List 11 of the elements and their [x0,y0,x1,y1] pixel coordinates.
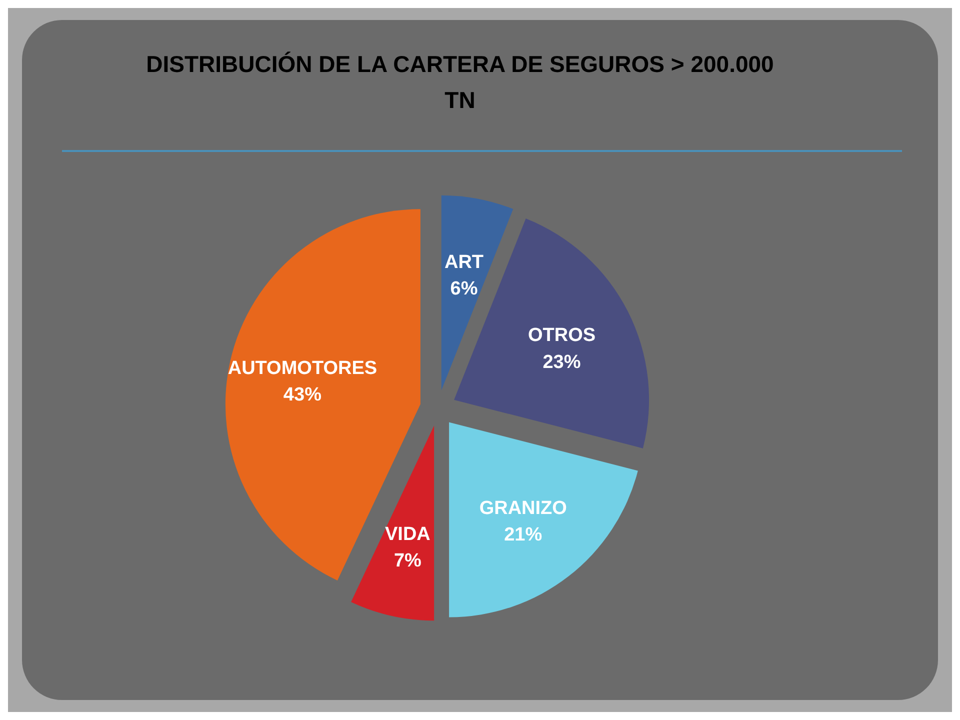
slice-label: AUTOMOTORES [228,358,378,379]
chart-title: DISTRIBUCIÓN DE LA CARTERA DE SEGUROS > 200.000 TN [146,51,774,113]
slice-label: OTROS [528,325,596,346]
data-label: 43% [283,384,322,406]
data-label: 23% [542,352,581,373]
data-label: 7% [394,550,422,572]
data-label: 6% [450,278,478,300]
data-label: 21% [504,524,542,546]
slice-label: VIDA [384,524,431,545]
slice-label: ART [444,252,484,273]
slice-label: GRANIZO [479,498,567,519]
